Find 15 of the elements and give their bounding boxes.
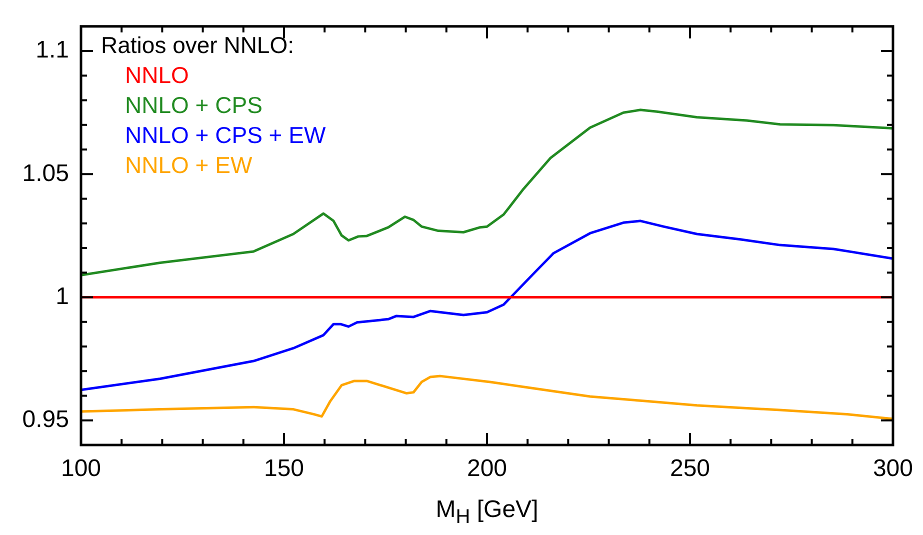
- x-tick-label: 100: [60, 455, 102, 482]
- y-tick-label: 1: [56, 282, 69, 310]
- y-tick-label: 0.95: [22, 406, 69, 433]
- y-tick-label: 1.05: [22, 160, 69, 187]
- x-axis-title: M$_{H}$ [GeV]: [434, 496, 540, 529]
- x-tick-label: 300: [872, 455, 913, 482]
- text: NNLO + CPS: [124, 91, 264, 120]
- text: NNLO + CPS + EW: [124, 121, 326, 150]
- x-tick-label: 200: [466, 455, 508, 482]
- text: NNLO: [124, 61, 190, 90]
- legend-title: Ratios over NNLO:: [101, 31, 296, 60]
- x-tick-label: 150: [264, 455, 304, 482]
- x-tick-label: 250: [670, 455, 710, 482]
- y-tick-label: 1.1: [36, 36, 69, 64]
- text: NNLO + EW: [124, 151, 254, 180]
